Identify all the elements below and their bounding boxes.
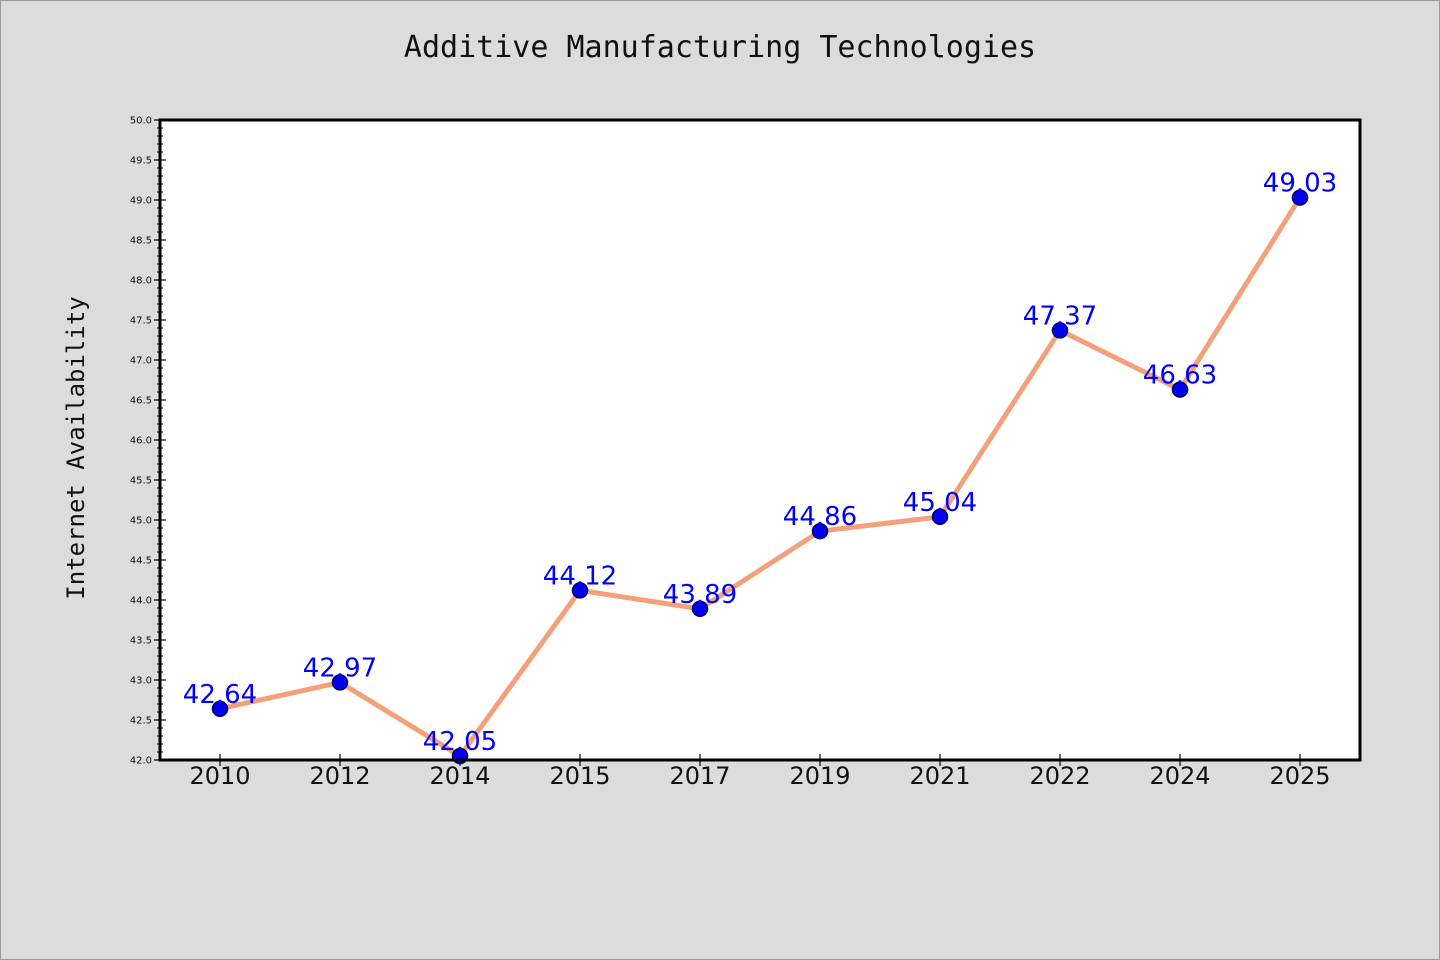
- y-tick-label: 43.0: [130, 676, 152, 687]
- y-tick-label: 44.0: [130, 596, 152, 607]
- x-tick-label: 2021: [909, 762, 970, 790]
- y-tick-label: 45.5: [130, 476, 152, 487]
- y-tick-label: 49.5: [130, 156, 152, 167]
- data-point: [931, 508, 949, 526]
- x-tick-label: 2012: [309, 762, 370, 790]
- y-tick-label: 43.5: [130, 636, 152, 647]
- x-tick-label: 2017: [669, 762, 730, 790]
- data-labels: 42.64 42.97 42.05 44.12 43.89 44.86 45.04 47.37…: [183, 169, 1337, 757]
- data-point-markers: [211, 189, 1309, 765]
- x-tick-label: 2022: [1029, 762, 1090, 790]
- data-point: [1171, 381, 1189, 398]
- y-tick-label: 48.0: [130, 276, 152, 287]
- data-label: 46.63: [1143, 361, 1217, 391]
- data-label: 49.03: [1263, 169, 1337, 199]
- data-label: 47.37: [1023, 301, 1097, 331]
- y-tick-label: 42.5: [130, 716, 152, 727]
- data-label: 42.05: [423, 727, 497, 757]
- data-point: [331, 674, 349, 691]
- x-tick-label: 2019: [789, 762, 850, 790]
- y-tick-label: 50.0: [130, 116, 152, 127]
- x-tick-label: 2025: [1269, 762, 1330, 790]
- y-tick-label: 45.0: [130, 516, 152, 527]
- data-point: [691, 600, 709, 618]
- data-point: [811, 522, 829, 540]
- plot-area: [160, 120, 1360, 760]
- y-tick-label: 48.5: [130, 236, 152, 247]
- y-tick-label: 44.5: [130, 556, 152, 567]
- x-tick-label: 2014: [429, 762, 490, 790]
- plot-frame: [158, 118, 1362, 762]
- y-tick-label: 46.5: [130, 396, 152, 407]
- y-tick-label: 47.0: [130, 356, 152, 367]
- data-point: [211, 700, 229, 718]
- x-tick-label: 2015: [549, 762, 610, 790]
- data-label: 42.64: [183, 680, 257, 710]
- x-axis-ticks: 2010 2012 2014 2015 2017 2019 2021 2022 2024 2025: [189, 754, 1331, 790]
- chart-title: Additive Manufacturing Technologies: [403, 30, 1037, 65]
- data-label: 43.89: [663, 580, 737, 610]
- data-point: [571, 582, 589, 599]
- y-tick-label: 49.0: [130, 196, 152, 207]
- y-tick-label: 42.0: [130, 756, 152, 767]
- series-line: [217, 195, 1303, 759]
- data-label: 44.86: [783, 502, 857, 532]
- y-tick-label: 46.0: [130, 436, 152, 447]
- data-point: [1291, 189, 1309, 206]
- x-tick-label: 2010: [189, 762, 250, 790]
- data-label: 44.12: [543, 561, 617, 591]
- data-point: [1051, 322, 1069, 339]
- data-label: 45.04: [903, 488, 977, 518]
- y-tick-label: 47.5: [130, 316, 152, 327]
- data-label: 42.97: [303, 653, 377, 683]
- x-tick-label: 2024: [1149, 762, 1210, 790]
